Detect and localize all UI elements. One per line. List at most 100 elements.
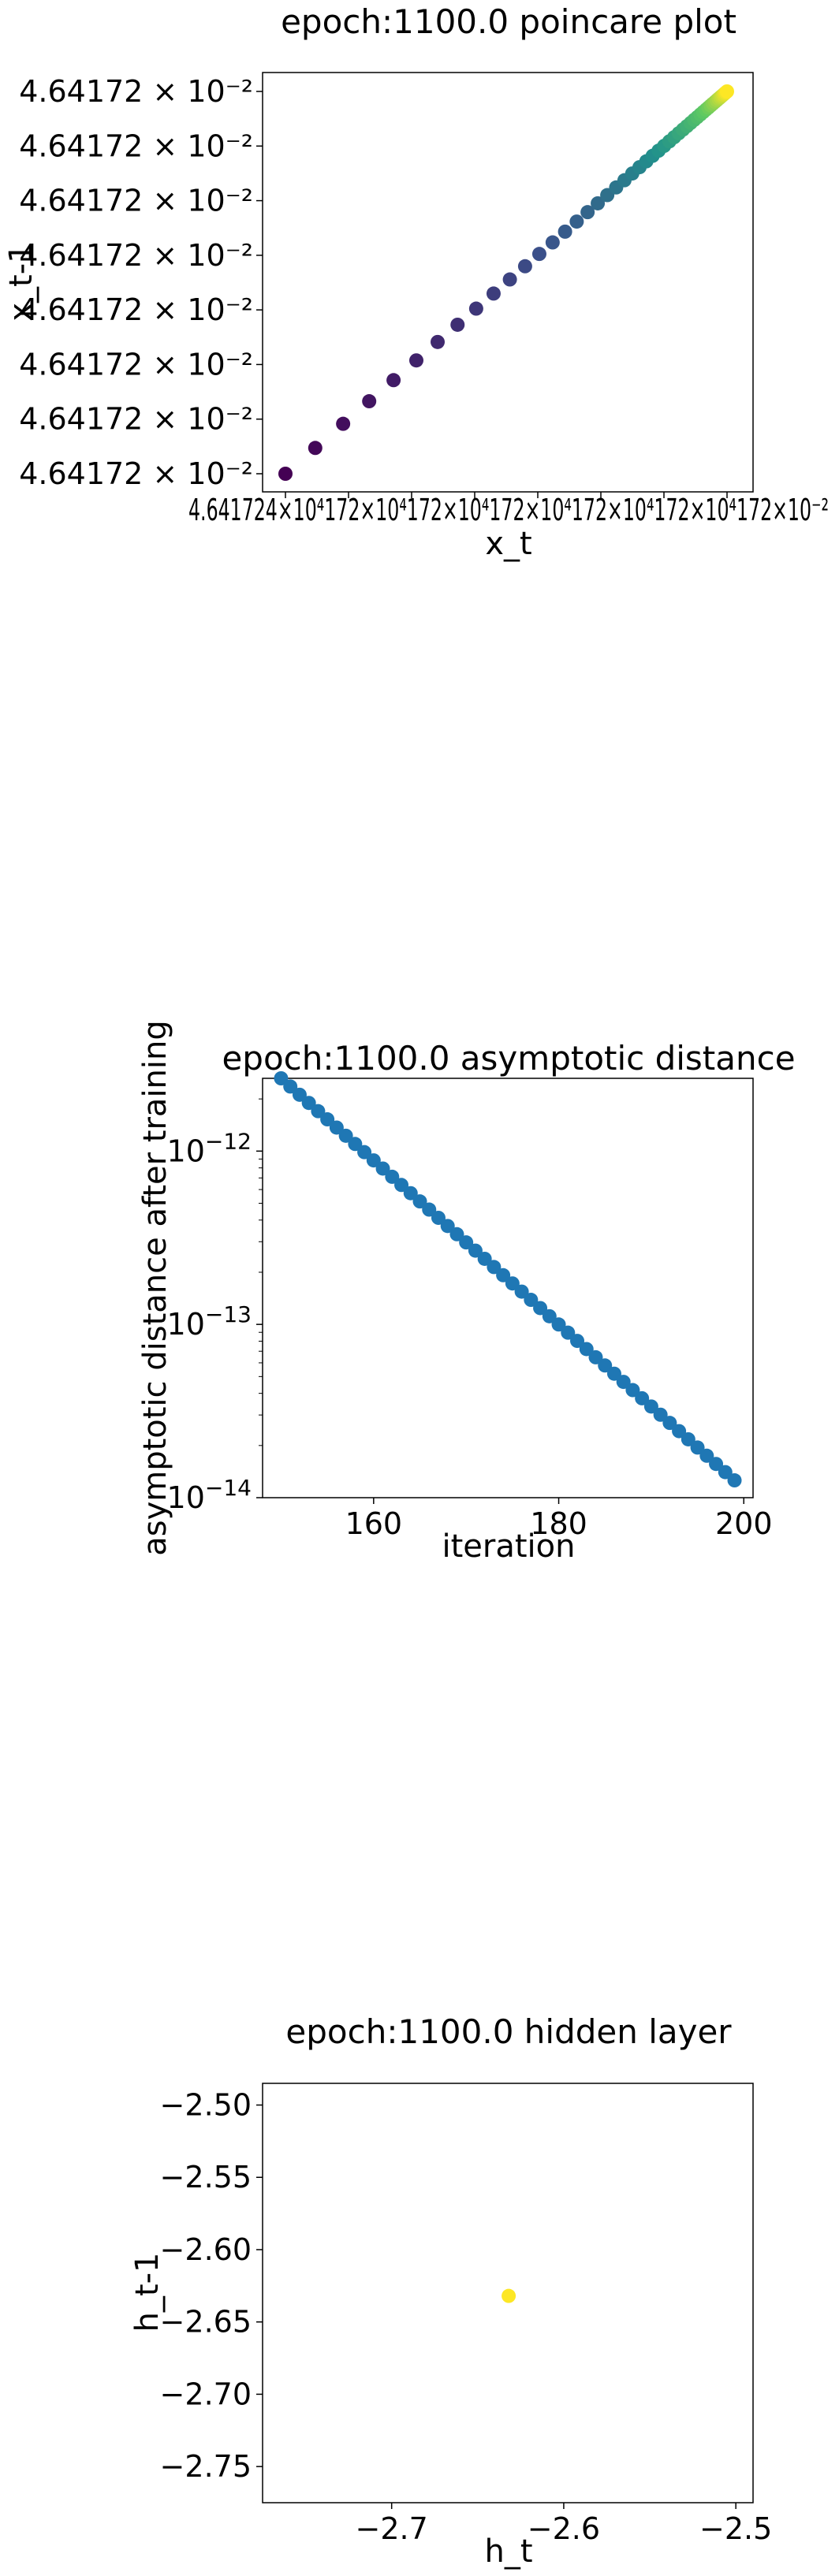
hidden-layer-y-tick-label: −2.75 — [160, 2449, 252, 2484]
poincare-point — [386, 373, 401, 388]
asymptotic-point — [403, 1186, 418, 1201]
poincare-point — [591, 195, 606, 210]
poincare-point — [486, 286, 501, 301]
poincare-point — [531, 247, 546, 262]
hidden-layer-y-tick-label: −2.65 — [160, 2305, 252, 2340]
poincare-y-tick-label: 4.64172 × 10⁻² — [19, 238, 253, 273]
asymptotic-point — [643, 1399, 658, 1414]
asymptotic-point — [727, 1473, 742, 1488]
asymptotic-x-tick-label: 180 — [530, 1506, 587, 1541]
poincare-points — [278, 84, 734, 481]
asymptotic-point — [385, 1169, 400, 1184]
poincare-point — [557, 224, 572, 239]
asymptotic-point — [431, 1210, 446, 1225]
asymptotic-point — [561, 1325, 576, 1340]
poincare-point — [580, 205, 595, 220]
asymptotic-point — [588, 1349, 603, 1364]
asymptotic-point — [653, 1407, 668, 1422]
asymptotic-point — [718, 1465, 733, 1480]
asymptotic-ticks: 160 180 200 10−12 10−13 10−14 — [167, 1098, 773, 1541]
poincare-point — [545, 235, 560, 250]
hidden-layer-points — [502, 2288, 516, 2303]
asymptotic-point — [662, 1416, 677, 1431]
poincare-point — [502, 272, 517, 287]
asymptotic-y-tick-label: 10−12 — [167, 1128, 252, 1168]
poincare-y-ticks: 4.64172 × 10⁻² 4.64172 × 10⁻² 4.64172 × 10… — [19, 74, 728, 498]
asymptotic-point — [690, 1440, 705, 1455]
asymptotic-point — [496, 1268, 511, 1282]
poincare-point — [517, 259, 532, 274]
hidden-layer-x-tick-label: −2.6 — [528, 2511, 600, 2546]
poincare-point — [408, 353, 423, 368]
poincare-point — [450, 317, 465, 332]
poincare-y-tick-label: 4.64172 × 10⁻² — [19, 184, 253, 218]
asymptotic-point — [440, 1219, 455, 1234]
asymptotic-y-tick-label: 10−14 — [167, 1475, 252, 1515]
asymptotic-point — [468, 1243, 483, 1258]
hidden-layer-title: epoch:1100.0 hidden layer — [285, 2012, 732, 2051]
asymptotic-point — [412, 1194, 427, 1209]
hidden-layer-plot-area — [262, 2083, 754, 2503]
poincare-y-label: x_t-1 — [3, 243, 39, 321]
asymptotic-point — [533, 1301, 548, 1316]
asymptotic-title: epoch:1100.0 asymptotic distance — [222, 1039, 795, 1078]
poincare-y-tick-label: 4.64172 × 10⁻² — [19, 347, 253, 382]
poincare-y-tick-label: 4.64172 × 10⁻² — [19, 128, 253, 163]
asymptotic-point — [348, 1137, 363, 1152]
hidden-layer-ticks: −2.7 −2.6 −2.5 −2.50 −2.55 −2.60 −2.65 −2.70 −2.… — [160, 2088, 773, 2546]
asymptotic-x-tick-label: 160 — [345, 1506, 403, 1541]
asymptotic-point — [579, 1342, 594, 1357]
asymptotic-point — [699, 1448, 714, 1463]
asymptotic-point — [487, 1260, 502, 1275]
hidden-layer-y-tick-label: −2.70 — [160, 2377, 252, 2411]
hidden-layer-chart: epoch:1100.0 hidden layer −2.7 −2.6 −2.5−2… — [129, 2012, 772, 2570]
hidden-layer-x-tick-label: −2.5 — [699, 2511, 772, 2546]
asymptotic-point — [311, 1104, 326, 1119]
poincare-y-tick-label: 4.64172 × 10⁻² — [19, 456, 253, 491]
asymptotic-chart: epoch:1100.0 asymptotic distance 160 180 2… — [137, 1020, 796, 1565]
hidden-layer-x-tick-label: −2.7 — [356, 2511, 428, 2546]
hidden-layer-point — [502, 2288, 516, 2303]
asymptotic-point — [570, 1334, 585, 1349]
asymptotic-point — [366, 1153, 381, 1168]
poincare-point — [431, 334, 446, 349]
asymptotic-point — [283, 1079, 298, 1094]
asymptotic-point — [625, 1383, 640, 1398]
poincare-chart: epoch:1100.0 poincare plot 4.64172 × 10⁻… — [3, 2, 829, 562]
poincare-plot-area — [262, 72, 754, 493]
poincare-point — [336, 416, 351, 431]
asymptotic-x-tick-label: 200 — [715, 1506, 773, 1541]
hidden-layer-x-label: h_t — [484, 2533, 532, 2570]
asymptotic-point — [422, 1202, 437, 1217]
asymptotic-point — [459, 1235, 474, 1250]
asymptotic-point — [635, 1390, 650, 1405]
hidden-layer-y-label: h_t-1 — [129, 2253, 166, 2332]
poincare-point — [720, 84, 734, 99]
asymptotic-point — [477, 1251, 492, 1266]
asymptotic-x-label: iteration — [442, 1528, 576, 1565]
asymptotic-point — [449, 1227, 464, 1241]
hidden-layer-y-tick-label: −2.50 — [160, 2088, 252, 2123]
asymptotic-point — [274, 1071, 289, 1085]
asymptotic-point — [292, 1087, 307, 1102]
asymptotic-point — [394, 1178, 409, 1193]
asymptotic-point — [524, 1293, 539, 1308]
asymptotic-point — [505, 1276, 520, 1291]
asymptotic-plot-area — [262, 1078, 754, 1498]
asymptotic-point — [375, 1161, 390, 1176]
hidden-layer-y-tick-label: −2.60 — [160, 2232, 252, 2267]
hidden-layer-y-tick-label: −2.55 — [160, 2160, 252, 2194]
asymptotic-points — [274, 1071, 742, 1488]
poincare-point — [362, 394, 377, 409]
poincare-point — [468, 301, 483, 316]
poincare-y-tick-label: 4.64172 × 10⁻² — [19, 402, 253, 437]
asymptotic-point — [338, 1128, 353, 1143]
poincare-y-tick-label: 4.64172 × 10⁻² — [19, 292, 253, 327]
asymptotic-point — [301, 1096, 316, 1111]
asymptotic-point — [616, 1375, 631, 1390]
poincare-point — [278, 467, 293, 481]
asymptotic-point — [329, 1120, 344, 1135]
asymptotic-point — [672, 1424, 687, 1439]
asymptotic-point — [514, 1284, 529, 1299]
